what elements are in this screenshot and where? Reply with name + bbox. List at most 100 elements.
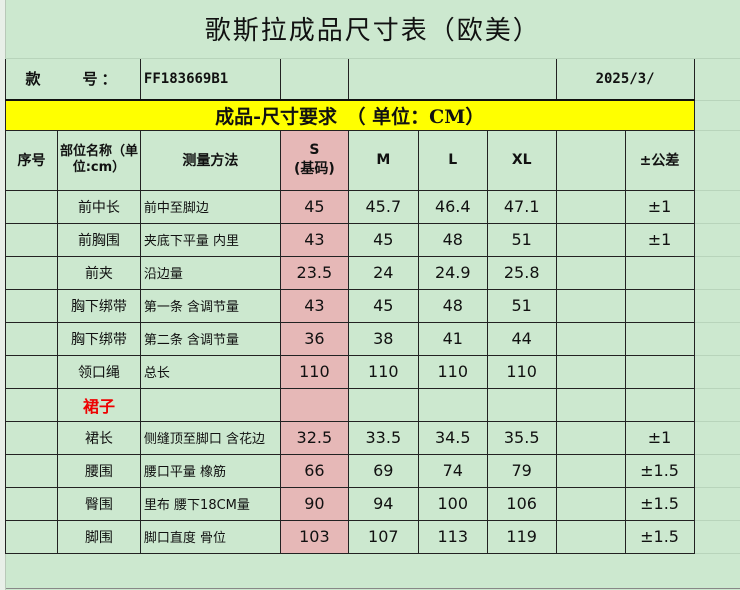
method-cell[interactable]: 腰口平量 橡筋 <box>139 453 281 488</box>
tolerance-cell[interactable]: ±1 <box>624 420 695 455</box>
size-m-cell[interactable]: 69 <box>347 453 419 488</box>
method-cell[interactable]: 脚口直度 骨位 <box>139 519 281 554</box>
empty-cell[interactable] <box>693 223 740 257</box>
part-cell[interactable]: 前夹 <box>56 255 141 290</box>
method-cell[interactable]: 第二条 含调节量 <box>139 321 281 356</box>
size-s-cell[interactable] <box>279 387 349 422</box>
size-m-cell[interactable]: 94 <box>347 486 419 521</box>
size-s-cell[interactable]: 66 <box>279 453 349 488</box>
size-l-cell[interactable]: 34.5 <box>417 420 488 455</box>
empty-cell[interactable] <box>693 289 740 323</box>
empty-cell[interactable] <box>693 100 740 131</box>
size-l-cell[interactable]: 24.9 <box>417 255 488 290</box>
header-blank[interactable] <box>555 129 626 191</box>
tolerance-cell[interactable] <box>624 321 695 356</box>
tolerance-cell[interactable] <box>624 354 695 389</box>
tolerance-cell[interactable]: ±1.5 <box>624 519 695 554</box>
size-xl-cell[interactable]: 119 <box>486 519 557 554</box>
part-cell[interactable]: 前中长 <box>56 189 141 224</box>
size-s-cell[interactable]: 43 <box>279 222 349 257</box>
method-cell[interactable]: 里布 腰下18CM量 <box>139 486 281 521</box>
index-cell[interactable] <box>5 486 58 521</box>
size-s-cell[interactable]: 43 <box>279 288 349 323</box>
index-cell[interactable] <box>5 288 58 323</box>
empty-cell[interactable] <box>693 487 740 521</box>
index-cell[interactable] <box>5 453 58 488</box>
tolerance-cell[interactable] <box>624 288 695 323</box>
index-cell[interactable] <box>5 387 58 422</box>
blank-cell[interactable] <box>555 420 626 455</box>
blank-cell[interactable] <box>555 321 626 356</box>
size-m-cell[interactable]: 45 <box>347 288 419 323</box>
size-xl-cell[interactable]: 51 <box>486 288 557 323</box>
size-l-cell[interactable]: 110 <box>417 354 488 389</box>
header-size-m[interactable]: M <box>347 129 419 191</box>
blank-cell[interactable] <box>555 222 626 257</box>
tolerance-cell[interactable] <box>624 255 695 290</box>
category-label[interactable]: 裙子 <box>56 387 141 422</box>
size-l-cell[interactable]: 74 <box>417 453 488 488</box>
index-cell[interactable] <box>5 354 58 389</box>
size-m-cell[interactable]: 33.5 <box>347 420 419 455</box>
method-cell[interactable]: 沿边量 <box>139 255 281 290</box>
header-size-xl[interactable]: XL <box>486 129 557 191</box>
size-l-cell[interactable] <box>417 387 488 422</box>
index-cell[interactable] <box>5 189 58 224</box>
empty-cell[interactable] <box>693 421 740 455</box>
size-s-cell[interactable]: 36 <box>279 321 349 356</box>
sheet-title[interactable]: 歌斯拉成品尺寸表（欧美） <box>5 0 740 59</box>
size-l-cell[interactable]: 113 <box>417 519 488 554</box>
size-xl-cell[interactable]: 44 <box>486 321 557 356</box>
size-m-cell[interactable]: 38 <box>347 321 419 356</box>
empty-cell[interactable] <box>693 130 740 191</box>
size-m-cell[interactable]: 45.7 <box>347 189 419 224</box>
blank-cell[interactable] <box>555 255 626 290</box>
method-cell[interactable]: 侧缝顶至脚口 含花边 <box>139 420 281 455</box>
method-cell[interactable]: 夹底下平量 内里 <box>139 222 281 257</box>
empty-cell[interactable] <box>693 388 740 422</box>
size-xl-cell[interactable] <box>486 387 557 422</box>
method-cell[interactable]: 第一条 含调节量 <box>139 288 281 323</box>
size-s-cell[interactable]: 90 <box>279 486 349 521</box>
size-s-cell[interactable]: 103 <box>279 519 349 554</box>
empty-cell[interactable] <box>693 322 740 356</box>
part-cell[interactable]: 领口绳 <box>56 354 141 389</box>
empty-cell[interactable] <box>693 520 740 554</box>
tolerance-cell[interactable]: ±1.5 <box>624 453 695 488</box>
header-part[interactable]: 部位名称（单位:cm） <box>56 129 141 191</box>
header-method[interactable]: 测量方法 <box>139 129 281 191</box>
index-cell[interactable] <box>5 519 58 554</box>
header-tolerance[interactable]: ±公差 <box>624 129 695 191</box>
size-s-cell[interactable]: 23.5 <box>279 255 349 290</box>
part-cell[interactable]: 前胸围 <box>56 222 141 257</box>
blank-cell[interactable] <box>555 453 626 488</box>
empty-cell[interactable] <box>279 57 349 101</box>
part-cell[interactable]: 胸下绑带 <box>56 321 141 356</box>
empty-cell[interactable] <box>693 190 740 224</box>
blank-cell[interactable] <box>555 519 626 554</box>
blank-cell[interactable] <box>555 288 626 323</box>
tolerance-cell[interactable]: ±1 <box>624 222 695 257</box>
size-xl-cell[interactable]: 47.1 <box>486 189 557 224</box>
index-cell[interactable] <box>5 321 58 356</box>
size-l-cell[interactable]: 48 <box>417 222 488 257</box>
style-no-value[interactable]: FF183669B1 <box>139 57 281 101</box>
part-cell[interactable]: 臀围 <box>56 486 141 521</box>
index-cell[interactable] <box>5 420 58 455</box>
part-cell[interactable]: 胸下绑带 <box>56 288 141 323</box>
empty-cell[interactable] <box>347 57 557 101</box>
size-l-cell[interactable]: 48 <box>417 288 488 323</box>
blank-cell[interactable] <box>555 189 626 224</box>
index-cell[interactable] <box>5 222 58 257</box>
header-index[interactable]: 序号 <box>5 129 58 191</box>
empty-cell[interactable] <box>693 58 740 101</box>
size-xl-cell[interactable]: 106 <box>486 486 557 521</box>
method-cell[interactable] <box>139 387 281 422</box>
method-cell[interactable]: 总长 <box>139 354 281 389</box>
size-s-cell[interactable]: 32.5 <box>279 420 349 455</box>
empty-cell[interactable] <box>693 454 740 488</box>
style-no-label[interactable]: 款 号： <box>5 57 141 101</box>
size-m-cell[interactable]: 107 <box>347 519 419 554</box>
size-l-cell[interactable]: 41 <box>417 321 488 356</box>
section-title[interactable]: 成品-尺寸要求 （ 单位：CM） <box>5 99 695 131</box>
